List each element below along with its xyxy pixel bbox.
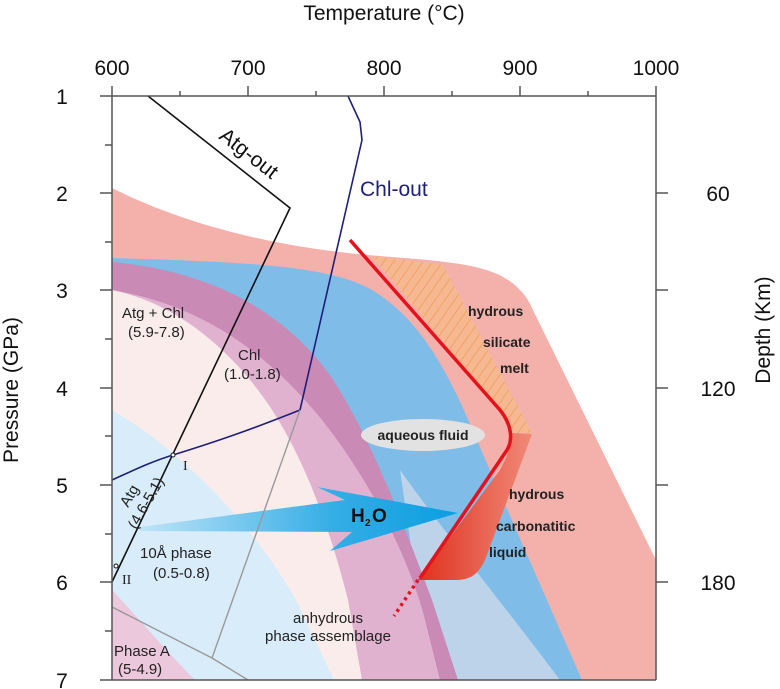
top-tick-label: 900 bbox=[502, 57, 537, 80]
top-ticks bbox=[111, 86, 657, 96]
invariant-point-2-label: II bbox=[122, 573, 132, 588]
ten-a-out-line bbox=[211, 409, 301, 659]
chl-out-label: Chl-out bbox=[360, 178, 428, 201]
top-tick-label: 700 bbox=[230, 57, 265, 80]
left-tick-label: 3 bbox=[56, 280, 68, 303]
h2o-subscript: 2 bbox=[365, 518, 371, 529]
solidus-line bbox=[348, 238, 513, 579]
axes bbox=[100, 86, 668, 681]
anhydrous-label-2: phase assemblage bbox=[265, 628, 391, 645]
right-tick-label: 60 bbox=[706, 183, 729, 206]
invariant-point-1 bbox=[170, 452, 176, 458]
h2o-label: H 2 O bbox=[351, 506, 387, 529]
silicate-melt-label-2: silicate bbox=[483, 334, 531, 350]
h2o-o: O bbox=[372, 506, 387, 527]
silicate-melt-label-3: melt bbox=[500, 360, 529, 376]
left-tick-label: 5 bbox=[56, 475, 68, 498]
h2o-arrow bbox=[140, 487, 458, 551]
silicate-melt-label-1: hydrous bbox=[468, 303, 523, 319]
top-tick-label: 600 bbox=[94, 57, 129, 80]
chl-label: Chl bbox=[238, 347, 261, 364]
invariant-point-1-label: I bbox=[183, 459, 188, 474]
silicate-melt-hatch bbox=[372, 256, 532, 433]
phase-a-range: (5-4.9) bbox=[118, 661, 162, 678]
ten-a-phase-range: (0.5-0.8) bbox=[153, 565, 210, 582]
phase-a-out-line bbox=[112, 606, 249, 680]
right-ticks bbox=[656, 192, 668, 583]
left-tick-label: 4 bbox=[56, 378, 68, 401]
depth-axis-title: Depth (Km) bbox=[752, 276, 775, 383]
invariant-point-2 bbox=[113, 563, 119, 569]
aqueous-fluid-label: aqueous fluid bbox=[378, 427, 469, 443]
carbonatitic-liquid-label-2: carbonatitic bbox=[496, 518, 576, 534]
left-tick-label: 2 bbox=[56, 183, 68, 206]
left-ticks bbox=[100, 95, 112, 681]
right-tick-label: 180 bbox=[700, 572, 735, 595]
carbonatitic-liquid-label-3: liquid bbox=[489, 544, 526, 560]
ten-a-phase-label: 10Å phase bbox=[140, 545, 212, 562]
chl-out-line bbox=[112, 96, 363, 481]
left-tick-label: 1 bbox=[56, 86, 68, 109]
temperature-axis-title: Temperature (°C) bbox=[303, 2, 464, 25]
phase-fields bbox=[112, 96, 656, 680]
anhydrous-label: anhydrous bbox=[293, 610, 363, 627]
top-tick-label: 800 bbox=[366, 57, 401, 80]
carbonatitic-liquid-field bbox=[418, 433, 532, 580]
top-tick-label: 1000 bbox=[633, 57, 680, 80]
left-tick-label: 7 bbox=[56, 670, 68, 689]
ten-a-phase-field bbox=[112, 410, 334, 680]
right-tick-label: 120 bbox=[700, 378, 735, 401]
h2o-h: H bbox=[351, 506, 365, 527]
atg-chl-label: Atg + Chl bbox=[122, 305, 184, 322]
carbonatitic-liquid-label-1: hydrous bbox=[509, 486, 564, 502]
left-tick-label: 6 bbox=[56, 572, 68, 595]
chl-range: (1.0-1.8) bbox=[224, 366, 281, 383]
phase-a-label: Phase A bbox=[114, 643, 170, 660]
solidus-extrapolated-line bbox=[392, 579, 420, 617]
pressure-axis-title: Pressure (GPa) bbox=[0, 317, 23, 463]
atg-out-line bbox=[112, 96, 291, 583]
atg-chl-range: (5.9-7.8) bbox=[128, 324, 185, 341]
phase-a-field bbox=[112, 590, 195, 680]
aqueous-fluid-ellipse bbox=[361, 419, 485, 451]
